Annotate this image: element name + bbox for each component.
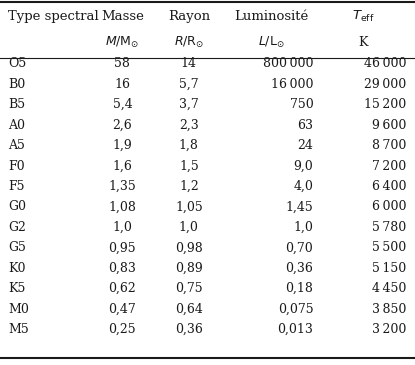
Text: 5 500: 5 500 (372, 241, 407, 254)
Text: 1,0: 1,0 (293, 221, 313, 234)
Text: K: K (359, 36, 368, 49)
Text: 0,18: 0,18 (286, 282, 313, 295)
Text: 1,6: 1,6 (112, 160, 132, 173)
Text: 2,6: 2,6 (112, 119, 132, 132)
Text: 24: 24 (298, 139, 313, 152)
Text: 800 000: 800 000 (263, 57, 313, 70)
Text: 4,0: 4,0 (293, 180, 313, 193)
Text: G0: G0 (8, 200, 26, 214)
Text: 1,9: 1,9 (112, 139, 132, 152)
Text: 63: 63 (297, 119, 313, 132)
Text: 0,013: 0,013 (278, 323, 313, 336)
Text: 1,0: 1,0 (179, 221, 199, 234)
Text: 15 200: 15 200 (364, 98, 407, 111)
Text: 6 400: 6 400 (372, 180, 407, 193)
Text: K0: K0 (8, 262, 26, 275)
Text: 0,83: 0,83 (108, 262, 137, 275)
Text: 3 200: 3 200 (372, 323, 407, 336)
Text: 0,95: 0,95 (109, 241, 136, 254)
Text: Rayon: Rayon (168, 10, 210, 23)
Text: 0,64: 0,64 (175, 303, 203, 316)
Text: $T_{\mathrm{eff}}$: $T_{\mathrm{eff}}$ (352, 9, 374, 24)
Text: B5: B5 (8, 98, 25, 111)
Text: 0,36: 0,36 (286, 262, 313, 275)
Text: 7 200: 7 200 (372, 160, 407, 173)
Text: 9,0: 9,0 (293, 160, 313, 173)
Text: 0,36: 0,36 (175, 323, 203, 336)
Text: 0,25: 0,25 (109, 323, 136, 336)
Text: 8 700: 8 700 (372, 139, 407, 152)
Text: $R/\mathrm{R}_{\odot}$: $R/\mathrm{R}_{\odot}$ (174, 35, 204, 50)
Text: 16 000: 16 000 (271, 78, 313, 91)
Text: $L/\mathrm{L}_{\odot}$: $L/\mathrm{L}_{\odot}$ (259, 35, 285, 50)
Text: Luminosité: Luminosité (235, 10, 309, 23)
Text: G2: G2 (8, 221, 26, 234)
Text: 750: 750 (290, 98, 313, 111)
Text: Masse: Masse (101, 10, 144, 23)
Text: O5: O5 (8, 57, 27, 70)
Text: 0,98: 0,98 (175, 241, 203, 254)
Text: 1,05: 1,05 (175, 200, 203, 214)
Text: F5: F5 (8, 180, 25, 193)
Text: 0,70: 0,70 (286, 241, 313, 254)
Text: K5: K5 (8, 282, 26, 295)
Text: 1,35: 1,35 (109, 180, 136, 193)
Text: M0: M0 (8, 303, 29, 316)
Text: Type spectral: Type spectral (8, 10, 99, 23)
Text: B0: B0 (8, 78, 26, 91)
Text: 6 000: 6 000 (372, 200, 407, 214)
Text: 58: 58 (115, 57, 130, 70)
Text: 3 850: 3 850 (372, 303, 407, 316)
Text: 46 000: 46 000 (364, 57, 407, 70)
Text: A0: A0 (8, 119, 25, 132)
Text: 14: 14 (181, 57, 197, 70)
Text: $M/\mathrm{M}_{\odot}$: $M/\mathrm{M}_{\odot}$ (105, 35, 139, 50)
Text: 4 450: 4 450 (372, 282, 407, 295)
Text: A5: A5 (8, 139, 25, 152)
Text: 1,45: 1,45 (286, 200, 313, 214)
Text: 1,08: 1,08 (108, 200, 137, 214)
Text: 5 150: 5 150 (372, 262, 407, 275)
Text: 1,5: 1,5 (179, 160, 199, 173)
Text: 1,0: 1,0 (112, 221, 132, 234)
Text: 0,75: 0,75 (175, 282, 203, 295)
Text: 0,47: 0,47 (109, 303, 136, 316)
Text: 9 600: 9 600 (372, 119, 407, 132)
Text: 5,7: 5,7 (179, 78, 199, 91)
Text: 0,62: 0,62 (109, 282, 136, 295)
Text: 3,7: 3,7 (179, 98, 199, 111)
Text: 16: 16 (115, 78, 130, 91)
Text: 5 780: 5 780 (372, 221, 407, 234)
Text: 2,3: 2,3 (179, 119, 199, 132)
Text: 29 000: 29 000 (364, 78, 407, 91)
Text: 1,2: 1,2 (179, 180, 199, 193)
Text: 0,89: 0,89 (175, 262, 203, 275)
Text: F0: F0 (8, 160, 25, 173)
Text: 1,8: 1,8 (179, 139, 199, 152)
Text: 5,4: 5,4 (112, 98, 132, 111)
Text: 0,075: 0,075 (278, 303, 313, 316)
Text: G5: G5 (8, 241, 26, 254)
Text: M5: M5 (8, 323, 29, 336)
